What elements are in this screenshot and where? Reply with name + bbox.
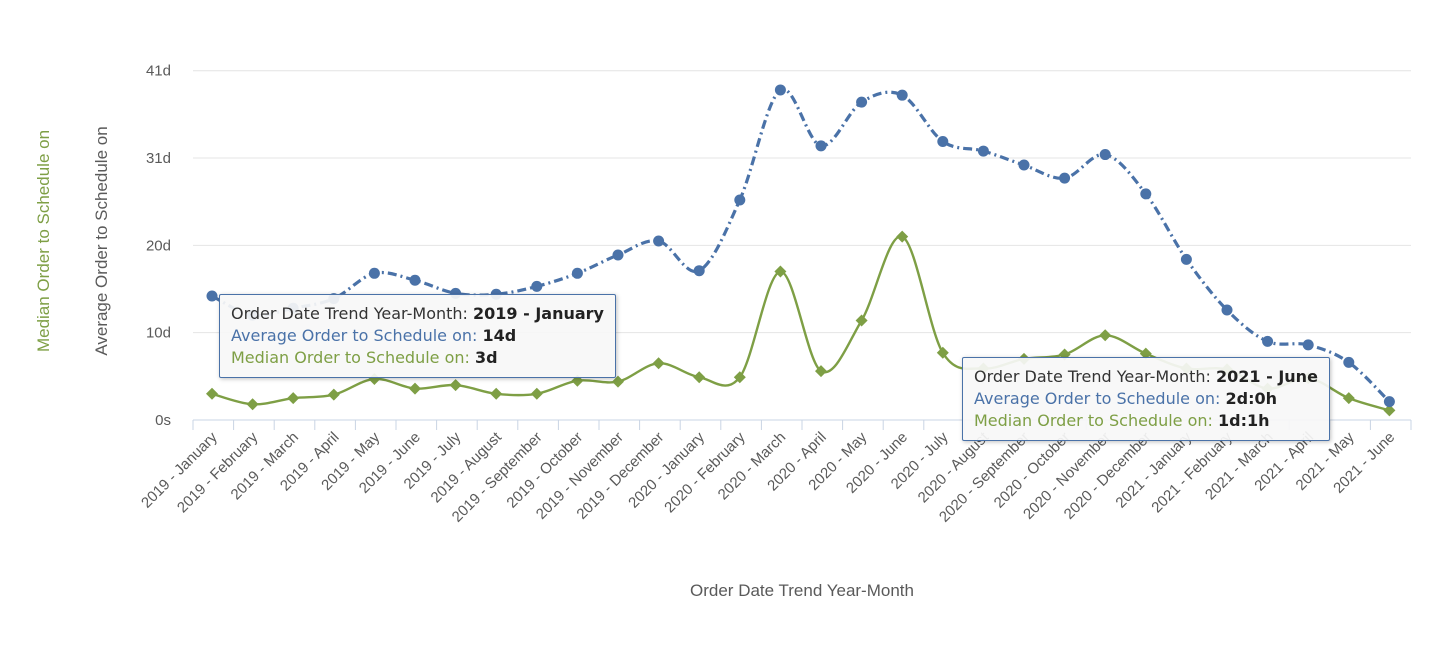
data-point-median-order-to-schedule-on bbox=[530, 387, 543, 400]
data-point-median-order-to-schedule-on bbox=[1139, 347, 1152, 360]
tooltip-2021-june: Order Date Trend Year-Month: 2021 - June… bbox=[962, 357, 1330, 441]
data-point-median-order-to-schedule-on bbox=[693, 371, 706, 384]
data-point-average-order-to-schedule-on bbox=[1140, 188, 1152, 200]
data-point-average-order-to-schedule-on bbox=[409, 274, 421, 286]
data-point-average-order-to-schedule-on bbox=[896, 89, 908, 101]
data-point-average-order-to-schedule-on bbox=[1302, 339, 1314, 351]
y-axis-title-average: Average Order to Schedule on bbox=[92, 126, 111, 355]
tooltip-title-label: Order Date Trend Year-Month: bbox=[231, 304, 474, 323]
tooltip-title-value: 2021 - June bbox=[1216, 367, 1318, 386]
data-point-median-order-to-schedule-on bbox=[896, 230, 909, 243]
tooltip-average-value: 2d:0h bbox=[1225, 389, 1278, 408]
y-tick-label: 0s bbox=[155, 412, 171, 429]
tooltip-2019-january: Order Date Trend Year-Month: 2019 - Janu… bbox=[219, 294, 616, 378]
x-axis-title: Order Date Trend Year-Month bbox=[690, 581, 914, 600]
data-point-average-order-to-schedule-on bbox=[1383, 396, 1395, 408]
data-point-average-order-to-schedule-on bbox=[1059, 172, 1071, 184]
data-point-average-order-to-schedule-on bbox=[693, 265, 705, 277]
data-point-average-order-to-schedule-on bbox=[571, 267, 583, 279]
tooltip-median-value: 1d:1h bbox=[1218, 411, 1270, 430]
y-tick-label: 20d bbox=[146, 237, 171, 254]
data-point-average-order-to-schedule-on bbox=[206, 290, 218, 302]
data-point-median-order-to-schedule-on bbox=[1383, 404, 1396, 417]
tooltip-median-value: 3d bbox=[475, 348, 498, 367]
data-point-average-order-to-schedule-on bbox=[1343, 356, 1355, 368]
data-point-median-order-to-schedule-on bbox=[855, 314, 868, 327]
data-point-average-order-to-schedule-on bbox=[1180, 253, 1192, 265]
data-point-average-order-to-schedule-on bbox=[1018, 159, 1030, 171]
tooltip-title-label: Order Date Trend Year-Month: bbox=[974, 367, 1217, 386]
tooltip-median-label: Median Order to Schedule on: bbox=[231, 348, 475, 367]
data-point-average-order-to-schedule-on bbox=[612, 249, 624, 261]
grid-lines bbox=[193, 70, 1411, 334]
data-point-median-order-to-schedule-on bbox=[936, 346, 949, 359]
tooltip-average-value: 14d bbox=[482, 326, 517, 345]
data-point-average-order-to-schedule-on bbox=[937, 135, 949, 147]
data-point-median-order-to-schedule-on bbox=[409, 382, 421, 395]
data-point-average-order-to-schedule-on bbox=[1262, 335, 1274, 347]
data-point-median-order-to-schedule-on bbox=[774, 265, 787, 278]
tooltip-average-label: Average Order to Schedule on: bbox=[231, 326, 483, 345]
data-point-median-order-to-schedule-on bbox=[652, 357, 665, 370]
y-tick-label: 31d bbox=[146, 150, 171, 167]
data-point-average-order-to-schedule-on bbox=[856, 96, 868, 108]
y-tick-label: 10d bbox=[146, 325, 171, 342]
data-point-median-order-to-schedule-on bbox=[1342, 392, 1355, 405]
data-point-average-order-to-schedule-on bbox=[368, 267, 380, 279]
data-point-median-order-to-schedule-on bbox=[490, 387, 503, 400]
data-point-average-order-to-schedule-on bbox=[977, 145, 989, 157]
data-point-average-order-to-schedule-on bbox=[653, 235, 665, 247]
data-point-median-order-to-schedule-on bbox=[733, 371, 746, 384]
tooltip-average-label: Average Order to Schedule on: bbox=[974, 389, 1226, 408]
data-point-average-order-to-schedule-on bbox=[1099, 149, 1111, 161]
y-axis-ticks: 0s 10d 20d 31d 41d bbox=[146, 63, 171, 429]
data-point-median-order-to-schedule-on bbox=[612, 375, 624, 388]
data-point-median-order-to-schedule-on bbox=[449, 379, 462, 392]
data-point-median-order-to-schedule-on bbox=[815, 365, 827, 378]
data-point-average-order-to-schedule-on bbox=[815, 140, 827, 152]
data-point-median-order-to-schedule-on bbox=[1099, 329, 1112, 342]
tooltip-title-value: 2019 - January bbox=[473, 304, 604, 323]
data-point-median-order-to-schedule-on bbox=[327, 388, 340, 401]
data-point-average-order-to-schedule-on bbox=[774, 84, 786, 96]
data-point-average-order-to-schedule-on bbox=[734, 194, 746, 206]
data-point-median-order-to-schedule-on bbox=[246, 398, 259, 411]
y-axis-title-median: Median Order to Schedule on bbox=[34, 130, 53, 352]
y-tick-label: 41d bbox=[146, 63, 171, 80]
data-point-average-order-to-schedule-on bbox=[1221, 304, 1233, 316]
data-point-median-order-to-schedule-on bbox=[287, 392, 300, 405]
data-point-average-order-to-schedule-on bbox=[531, 280, 543, 292]
data-point-median-order-to-schedule-on bbox=[206, 387, 218, 400]
tooltip-median-label: Median Order to Schedule on: bbox=[974, 411, 1218, 430]
